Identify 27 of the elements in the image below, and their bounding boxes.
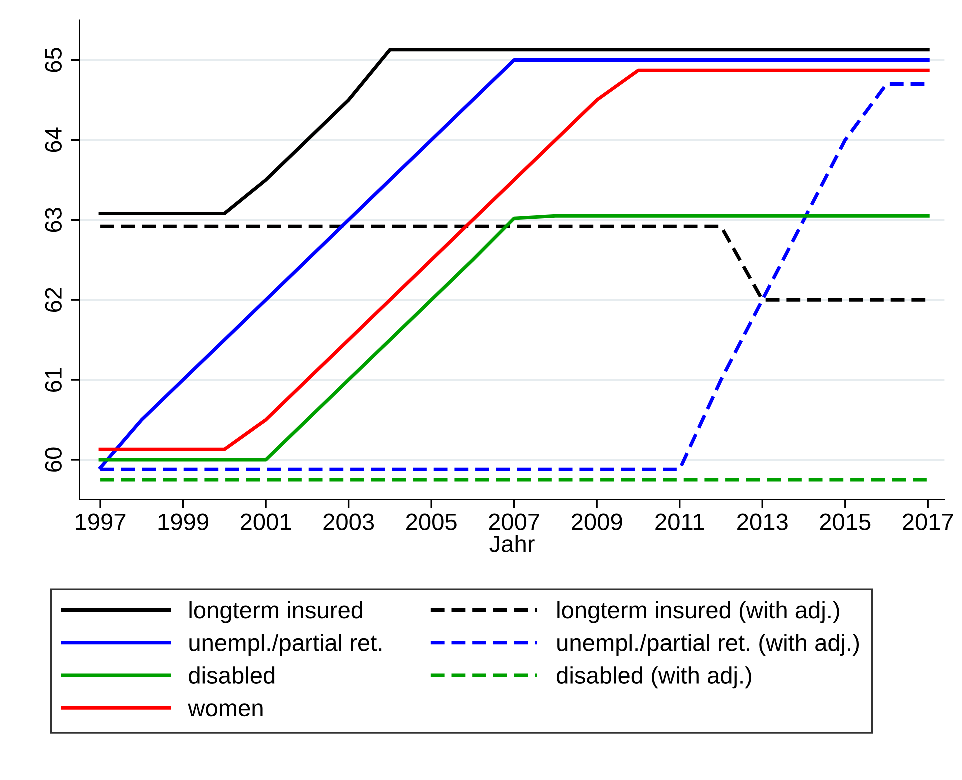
x-tick-label: 2003	[324, 514, 374, 531]
x-axis-title: Jahr	[490, 535, 535, 553]
x-tick-label: 2007	[489, 514, 540, 531]
y-tick-label: 62	[45, 288, 62, 312]
x-tick-label: 1999	[158, 514, 208, 531]
legend-label: longterm insured (with adj.)	[558, 601, 840, 624]
x-tick-label: 2009	[572, 514, 622, 531]
y-tick-label: 65	[45, 48, 62, 72]
x-tick-label: 2015	[820, 514, 871, 531]
legend-label: disabled	[189, 666, 275, 684]
legend-label: disabled (with adj.)	[557, 666, 752, 689]
x-tick-label: 1997	[76, 514, 126, 531]
line-series	[98, 48, 930, 216]
legend-label: unempl./partial ret.	[190, 634, 382, 656]
y-tick-label: 61	[45, 368, 62, 392]
x-tick-label: 2017	[903, 514, 954, 531]
legend-label: unempl./partial ret. (with adj.)	[558, 634, 860, 656]
y-tick-label: 63	[45, 208, 62, 232]
y-tick-label: 64	[45, 128, 62, 152]
x-tick-label: 2001	[240, 514, 292, 531]
legend-label: women	[188, 704, 263, 717]
legend-label: longterm insured	[190, 601, 363, 624]
x-tick-label: 2013	[738, 514, 788, 531]
y-tick-label: 60	[45, 448, 62, 472]
line-series	[98, 214, 930, 462]
x-tick-label: 2005	[406, 514, 457, 531]
x-tick-label: 2011	[656, 514, 704, 531]
